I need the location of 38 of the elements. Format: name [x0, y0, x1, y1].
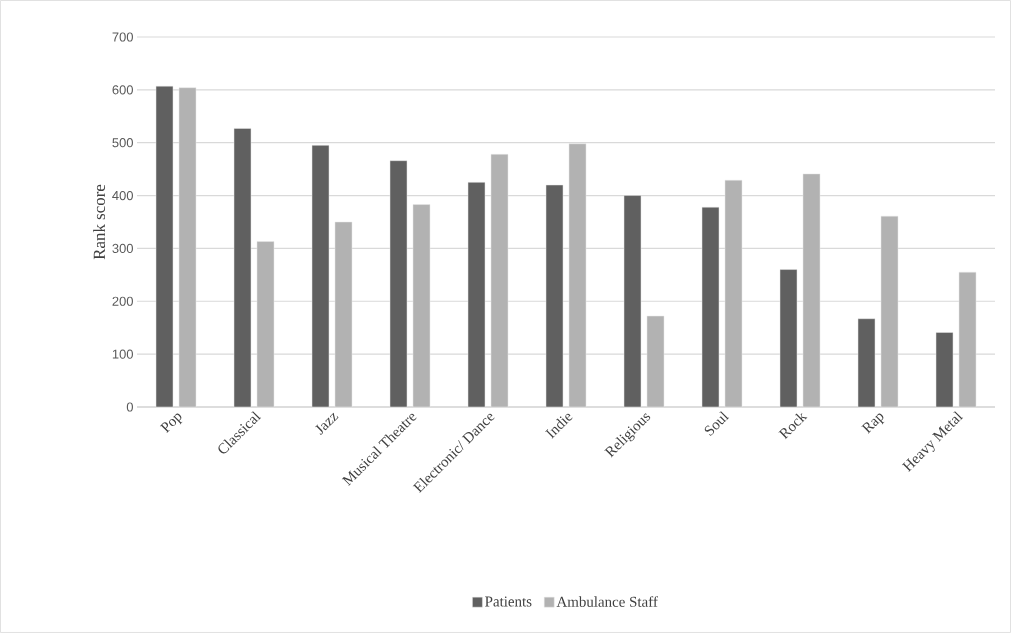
- bar: [958, 271, 977, 408]
- y-tick-label: 500: [112, 138, 133, 148]
- bar: [935, 332, 954, 408]
- x-tick-label: Pop: [159, 413, 183, 434]
- legend-label: Patients: [485, 596, 532, 607]
- bar: [256, 241, 275, 408]
- x-tick-label: Soul: [704, 411, 730, 436]
- y-tick-label: 400: [112, 190, 133, 201]
- bar: [802, 173, 821, 408]
- bar: [568, 143, 587, 408]
- y-tick-label: 600: [112, 85, 133, 95]
- bar: [646, 315, 665, 408]
- bar: [701, 206, 720, 408]
- legend-label: Ambulance Staff: [556, 596, 658, 607]
- bar: [233, 128, 252, 408]
- bar: [467, 182, 486, 408]
- bar: [724, 179, 743, 408]
- bar: [490, 154, 509, 408]
- bar: [623, 195, 642, 408]
- y-tick-label: 0: [126, 402, 133, 412]
- y-tick-label: 100: [112, 349, 133, 359]
- x-tick-label: Rap: [861, 413, 885, 434]
- bar: [178, 87, 197, 408]
- bar: [779, 269, 798, 408]
- bar: [334, 221, 353, 408]
- bar: [857, 318, 876, 408]
- bar: [880, 215, 899, 408]
- bar: [545, 184, 564, 408]
- bar: [155, 85, 174, 408]
- x-tick-label: Jazz: [315, 412, 339, 435]
- bar: [412, 204, 431, 408]
- bar: [389, 160, 408, 408]
- y-tick-label: 200: [112, 296, 133, 306]
- y-axis-title: Rank score: [93, 184, 106, 260]
- bar: [311, 145, 330, 408]
- y-tick-label: 300: [112, 243, 133, 253]
- x-tick-label: Indie: [545, 413, 573, 439]
- y-tick-label: 700: [112, 32, 133, 42]
